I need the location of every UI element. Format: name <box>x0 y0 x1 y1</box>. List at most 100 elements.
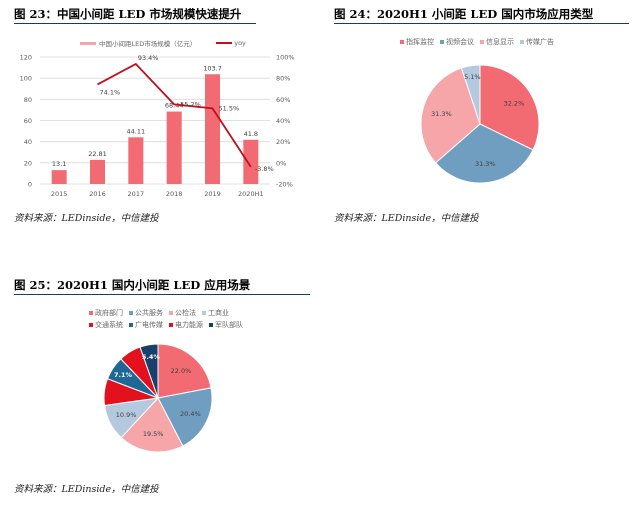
legend-label: 工商业 <box>208 309 229 317</box>
legend-bar-label: 中国小间距LED市场规模（亿元） <box>99 40 197 48</box>
right-tick-label: 60% <box>276 96 290 104</box>
legend-item: 公共服务 <box>129 308 163 318</box>
right-tick-label: 100% <box>276 54 295 62</box>
pie-slice <box>157 387 213 447</box>
legend-swatch-icon <box>129 323 133 327</box>
legend-label: 公共服务 <box>135 309 163 317</box>
category-label: 2015 <box>51 190 68 198</box>
legend-item: 军队部队 <box>209 320 243 330</box>
category-label: 2019 <box>204 190 221 198</box>
bar-value-label: 13.1 <box>52 160 66 168</box>
legend-swatch-icon <box>520 40 524 44</box>
legend-label: 政府部门 <box>95 309 123 317</box>
legend-swatch-icon <box>89 323 93 327</box>
bar-value-label: 44.11 <box>127 127 146 135</box>
legend-item: 公检法 <box>169 308 196 318</box>
fig23-source: 资料来源：LEDinside，中信建投 <box>14 213 159 224</box>
left-tick-label: 60 <box>24 117 32 125</box>
right-tick-label: -20% <box>276 181 293 189</box>
right-tick-label: 80% <box>276 75 290 83</box>
fig25-title-rule <box>14 294 310 295</box>
bar-value-label: 41.8 <box>244 130 258 138</box>
legend-item: 交通系统 <box>89 320 123 330</box>
legend-item: 电力能源 <box>169 320 203 330</box>
bar-swatch-icon <box>80 41 96 45</box>
fig24-title-rule <box>334 23 629 24</box>
yoy-value-label: 93.4% <box>138 54 159 62</box>
legend-label: 军队部队 <box>215 321 243 329</box>
right-tick-label: 0% <box>276 159 286 167</box>
pie-value-label: 5.4% <box>142 353 161 361</box>
legend-line-series: yoy <box>216 39 246 47</box>
bar <box>128 137 144 184</box>
pie-slice <box>434 123 534 184</box>
right-tick-label: 40% <box>276 117 290 125</box>
pie-value-label: 22.0% <box>171 367 192 375</box>
legend-label: 广电传媒 <box>135 321 163 329</box>
bar <box>205 74 220 184</box>
category-label: 2018 <box>166 190 183 198</box>
bar <box>90 159 105 184</box>
left-tick-label: 80 <box>24 96 32 104</box>
yoy-value-label: -3.8% <box>255 165 274 173</box>
fig23-combo-chart: 0 20 40 60 80 100 120 -20% 0% 20% 40% 60% 80% 100% 13.… <box>20 54 295 199</box>
fig25-source: 资料来源：LEDinside，中信建投 <box>14 484 159 495</box>
left-tick-label: 40 <box>24 138 32 146</box>
category-label: 2020H1 <box>238 190 264 198</box>
fig25-legend-row1: 政府部门 公共服务 公检法 工商业 <box>89 308 229 318</box>
legend-item: 视频会议 <box>440 37 474 47</box>
pie-slice <box>139 343 159 399</box>
legend-swatch-icon <box>440 40 444 44</box>
legend-swatch-icon <box>169 323 173 327</box>
left-tick-label: 120 <box>20 54 32 62</box>
left-tick-label: 100 <box>20 75 32 83</box>
pie-value-label: 7.1% <box>114 371 133 379</box>
bar <box>166 111 182 184</box>
legend-label: 视频会议 <box>446 38 474 46</box>
pie-value-label: 20.4% <box>180 410 201 418</box>
pie-value-label: 10.9% <box>116 411 137 419</box>
bar <box>243 139 259 184</box>
fig23-title-rule <box>14 23 256 24</box>
bar-value-label: 22.81 <box>88 150 107 158</box>
fig23-title: 图 23：中国小间距 LED 市场规模快速提升 <box>14 7 242 21</box>
legend-item: 政府部门 <box>89 308 123 318</box>
fig24-title: 图 24：2020H1 小间距 LED 国内市场应用类型 <box>334 7 594 21</box>
pie-value-label: 31.3% <box>431 110 452 118</box>
legend-swatch-icon <box>400 40 404 44</box>
legend-item: 工商业 <box>202 308 229 318</box>
legend-swatch-icon <box>202 311 206 315</box>
pie-slice <box>157 343 212 399</box>
fig25-legend-row2: 交通系统 广电传媒 电力能源 军队部队 <box>89 320 243 330</box>
legend-swatch-icon <box>169 311 173 315</box>
pie-value-label: 5.1% <box>464 73 481 81</box>
legend-swatch-icon <box>209 323 213 327</box>
legend-label: 传媒广告 <box>526 38 554 46</box>
legend-label: 交通系统 <box>95 321 123 329</box>
yoy-value-label: 55.2% <box>180 100 201 108</box>
pie-slice <box>479 64 540 151</box>
legend-label: 指挥监控 <box>406 38 434 46</box>
pie-value-label: 32.2% <box>504 99 525 107</box>
yoy-value-label: 74.1% <box>100 88 121 96</box>
pie-value-label: 19.5% <box>143 430 164 438</box>
pie-value-label: 31.3% <box>475 160 496 168</box>
fig24-legend: 指挥监控 视频会议 信息显示 传媒广告 <box>400 37 554 47</box>
right-tick-label: 20% <box>276 138 290 146</box>
legend-swatch-icon <box>480 40 484 44</box>
left-tick-label: 0 <box>28 181 32 189</box>
bar-value-label: 68.44 <box>165 102 184 110</box>
legend-swatch-icon <box>89 311 93 315</box>
legend-item: 广电传媒 <box>129 320 163 330</box>
fig25-pie-chart: 22.0% 20.4% 19.5% 10.9% 7.1% 5.4% <box>103 343 213 453</box>
fig25-title: 图 25：2020H1 国内小间距 LED 应用场景 <box>14 278 251 292</box>
yoy-value-label: 51.5% <box>219 104 240 112</box>
pie-slice <box>120 397 184 453</box>
fig24-pie-chart: 32.2% 31.3% 31.3% 5.1% <box>420 64 540 184</box>
pie-slice <box>420 67 481 164</box>
bar <box>51 170 67 184</box>
bar-value-label: 103.7 <box>203 64 222 72</box>
left-tick-label: 20 <box>24 159 32 167</box>
fig24-source: 资料来源：LEDinside，中信建投 <box>334 213 479 224</box>
category-label: 2017 <box>128 190 145 198</box>
